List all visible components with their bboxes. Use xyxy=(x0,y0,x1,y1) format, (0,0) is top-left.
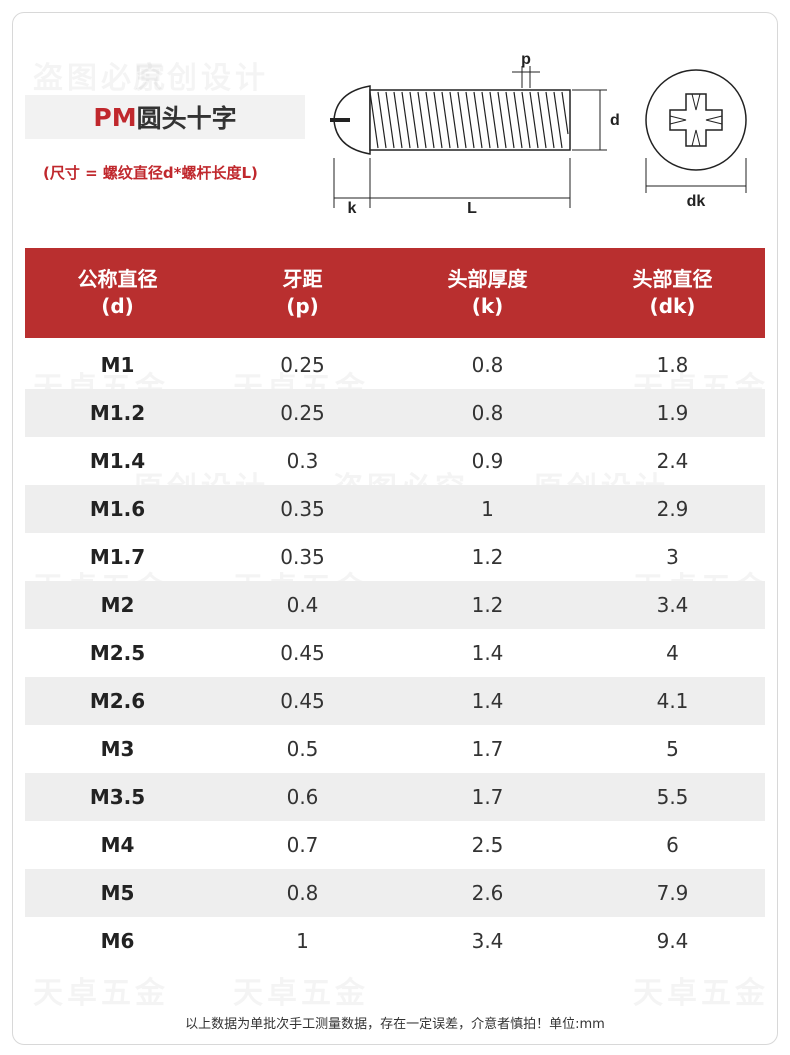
cell-head-diameter: 4.1 xyxy=(656,689,689,713)
cell-head-diameter: 4 xyxy=(666,641,679,665)
cell-pitch: 0.25 xyxy=(280,401,325,425)
table-row: M2.5 0.45 1.4 4 xyxy=(25,629,765,677)
length-label: L xyxy=(467,200,477,217)
cell-pitch: 1 xyxy=(296,929,309,953)
cell-diameter: M2.6 xyxy=(89,689,146,713)
cell-diameter: M3 xyxy=(100,737,135,761)
cell-pitch: 0.4 xyxy=(286,593,319,617)
title-main: 圆头十字 xyxy=(136,104,237,133)
cell-diameter: M6 xyxy=(100,929,135,953)
cell-pitch: 0.5 xyxy=(286,737,319,761)
cell-head-thickness: 1.2 xyxy=(471,593,504,617)
cell-head-diameter: 1.8 xyxy=(656,353,689,377)
cell-pitch: 0.35 xyxy=(280,545,325,569)
header-unit: (d) xyxy=(101,294,134,318)
header-unit: (dk) xyxy=(649,294,696,318)
table-row: M5 0.8 2.6 7.9 xyxy=(25,869,765,917)
cell-head-diameter: 9.4 xyxy=(656,929,689,953)
header-unit: (k) xyxy=(471,294,504,318)
header-nominal-diameter: 公称直径 (d) xyxy=(25,248,210,338)
cell-pitch: 0.25 xyxy=(280,353,325,377)
head-thickness-label: k xyxy=(348,200,357,217)
cell-head-thickness: 1 xyxy=(481,497,494,521)
header-head-thickness: 头部厚度 (k) xyxy=(395,248,580,338)
table-row: M2.6 0.45 1.4 4.1 xyxy=(25,677,765,725)
size-formula-note: (尺寸 = 螺纹直径d*螺杆长度L) xyxy=(43,164,258,182)
table-row: M1 0.25 0.8 1.8 xyxy=(25,341,765,389)
cell-head-diameter: 6 xyxy=(666,833,679,857)
cell-diameter: M1.7 xyxy=(89,545,146,569)
spec-table-header: 公称直径 (d) 牙距 (p) 头部厚度 (k) 头部直径 (dk) xyxy=(25,248,765,338)
cell-head-diameter: 7.9 xyxy=(656,881,689,905)
cell-head-thickness: 1.4 xyxy=(471,689,504,713)
cell-diameter: M2.5 xyxy=(89,641,146,665)
cell-head-diameter: 1.9 xyxy=(656,401,689,425)
watermark: 天卓五金 xyxy=(33,968,169,1012)
head-diameter-label: dk xyxy=(687,193,706,210)
watermark: 原创设计 xyxy=(133,53,269,97)
cell-diameter: M1.6 xyxy=(89,497,146,521)
cell-pitch: 0.3 xyxy=(286,449,319,473)
cell-diameter: M1.2 xyxy=(89,401,146,425)
cell-head-thickness: 1.2 xyxy=(471,545,504,569)
cell-diameter: M1 xyxy=(100,353,135,377)
cell-head-diameter: 3.4 xyxy=(656,593,689,617)
cell-diameter: M1.4 xyxy=(89,449,146,473)
spec-table-body: M1 0.25 0.8 1.8 M1.2 0.25 0.8 1.9 M1.4 0… xyxy=(25,341,765,965)
cell-head-thickness: 1.4 xyxy=(471,641,504,665)
table-row: M3.5 0.6 1.7 5.5 xyxy=(25,773,765,821)
cell-head-diameter: 2.9 xyxy=(656,497,689,521)
pitch-label: p xyxy=(521,51,531,68)
cell-head-diameter: 5 xyxy=(666,737,679,761)
diameter-label: d xyxy=(610,112,620,129)
cell-head-thickness: 1.7 xyxy=(471,785,504,809)
cell-head-thickness: 2.5 xyxy=(471,833,504,857)
table-row: M1.7 0.35 1.2 3 xyxy=(25,533,765,581)
header-name: 头部厚度 xyxy=(447,267,528,291)
table-row: M6 1 3.4 9.4 xyxy=(25,917,765,965)
title-prefix: PM xyxy=(93,102,137,132)
table-row: M4 0.7 2.5 6 xyxy=(25,821,765,869)
cell-diameter: M2 xyxy=(100,593,135,617)
cell-pitch: 0.6 xyxy=(286,785,319,809)
cell-pitch: 0.35 xyxy=(280,497,325,521)
watermark: 天卓五金 xyxy=(233,968,369,1012)
cell-diameter: M4 xyxy=(100,833,135,857)
cell-head-diameter: 3 xyxy=(666,545,679,569)
cell-head-thickness: 3.4 xyxy=(471,929,504,953)
screw-diagram: p d k L dk xyxy=(330,51,747,217)
header-unit: (p) xyxy=(286,294,319,318)
watermark: 天卓五金 xyxy=(633,968,769,1012)
cell-head-thickness: 0.8 xyxy=(471,353,504,377)
cell-head-diameter: 5.5 xyxy=(656,785,689,809)
table-row: M1.4 0.3 0.9 2.4 xyxy=(25,437,765,485)
header-name: 头部直径 xyxy=(632,267,713,291)
table-row: M3 0.5 1.7 5 xyxy=(25,725,765,773)
watermark: 盗图必究 xyxy=(33,53,169,97)
cell-head-thickness: 0.9 xyxy=(471,449,504,473)
product-title: PM 圆头十字 xyxy=(25,95,305,139)
cell-pitch: 0.45 xyxy=(280,689,325,713)
table-row: M2 0.4 1.2 3.4 xyxy=(25,581,765,629)
cell-head-thickness: 0.8 xyxy=(471,401,504,425)
cell-head-thickness: 2.6 xyxy=(471,881,504,905)
header-name: 牙距 xyxy=(282,267,323,291)
cell-head-thickness: 1.7 xyxy=(471,737,504,761)
cell-pitch: 0.8 xyxy=(286,881,319,905)
measurement-disclaimer: 以上数据为单批次手工测量数据，存在一定误差，介意者慎拍！单位:mm xyxy=(185,1017,605,1032)
table-row: M1.6 0.35 1 2.9 xyxy=(25,485,765,533)
cell-pitch: 0.45 xyxy=(280,641,325,665)
header-name: 公称直径 xyxy=(77,267,158,291)
table-row: M1.2 0.25 0.8 1.9 xyxy=(25,389,765,437)
cell-diameter: M3.5 xyxy=(89,785,146,809)
cell-pitch: 0.7 xyxy=(286,833,319,857)
header-pitch: 牙距 (p) xyxy=(210,248,395,338)
cell-diameter: M5 xyxy=(100,881,135,905)
cell-head-diameter: 2.4 xyxy=(656,449,689,473)
header-head-diameter: 头部直径 (dk) xyxy=(580,248,765,338)
